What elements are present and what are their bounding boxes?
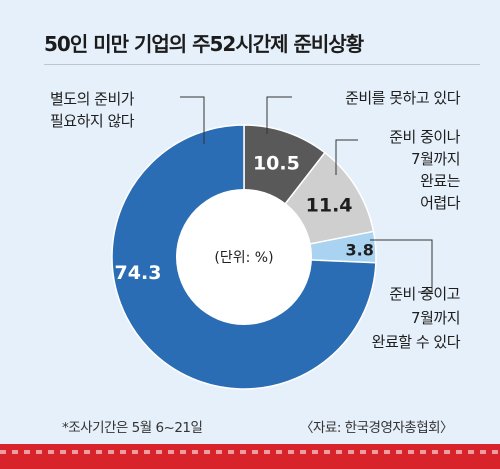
leader-line-preparing-not-complete bbox=[335, 139, 358, 175]
unit-label: (단위: %) bbox=[214, 250, 273, 266]
slice-label-preparing-not-complete: 준비 중이나 7월까지 완료는 어렵다 bbox=[389, 128, 460, 212]
slice-value-not-ready: 10.5 bbox=[253, 152, 300, 174]
leader-line-preparing-complete bbox=[370, 239, 433, 293]
slice-value-preparing-complete: 3.8 bbox=[345, 240, 373, 259]
chart-title: 50인 미만 기업의 주52시간제 준비상황 bbox=[44, 32, 364, 56]
leader-line-no-prep-needed bbox=[180, 96, 205, 144]
slice-label-not-ready: 준비를 못하고 있다 bbox=[345, 89, 460, 107]
slice-label-preparing-complete: 준비 중이고 7월까지 완료할 수 있다 bbox=[371, 285, 461, 351]
slice-value-no-prep-needed: 74.3 bbox=[115, 262, 162, 284]
donut-hole bbox=[176, 189, 312, 325]
footnote: *조사기간은 5월 6~21일 bbox=[62, 420, 203, 436]
slice-value-preparing-not-complete: 11.4 bbox=[306, 194, 353, 216]
title-divider bbox=[44, 64, 480, 65]
slice-label-no-prep-needed: 별도의 준비가 필요하지 않다 bbox=[50, 90, 135, 130]
source-note: 〈자료: 한국경영자총협회〉 bbox=[300, 420, 454, 436]
bottom-decorative-band bbox=[0, 444, 500, 469]
leader-line-not-ready bbox=[266, 96, 292, 134]
